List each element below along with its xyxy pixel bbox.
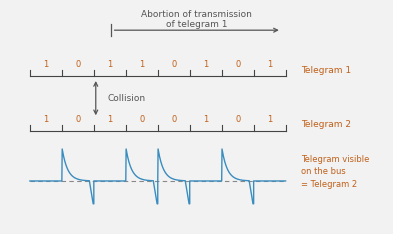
Text: 0: 0 xyxy=(75,115,81,124)
Text: Telegram 2: Telegram 2 xyxy=(301,121,351,129)
Text: 0: 0 xyxy=(235,60,240,69)
Text: 0: 0 xyxy=(75,60,81,69)
Text: Telegram 1: Telegram 1 xyxy=(301,66,351,75)
Text: 1: 1 xyxy=(107,60,112,69)
Text: Telegram visible
on the bus
= Telegram 2: Telegram visible on the bus = Telegram 2 xyxy=(301,155,369,189)
Text: of telegram 1: of telegram 1 xyxy=(166,20,227,29)
Text: Abortion of transmission: Abortion of transmission xyxy=(141,10,252,19)
Text: 1: 1 xyxy=(203,115,208,124)
Text: 0: 0 xyxy=(235,115,240,124)
Text: 1: 1 xyxy=(107,115,112,124)
Text: 0: 0 xyxy=(171,60,176,69)
Text: 1: 1 xyxy=(43,115,48,124)
Text: 1: 1 xyxy=(43,60,48,69)
Text: 1: 1 xyxy=(139,60,144,69)
Text: 0: 0 xyxy=(171,115,176,124)
Text: 1: 1 xyxy=(267,60,272,69)
Text: 0: 0 xyxy=(139,115,144,124)
Text: 1: 1 xyxy=(267,115,272,124)
Text: Collision: Collision xyxy=(107,94,145,103)
Text: 1: 1 xyxy=(203,60,208,69)
